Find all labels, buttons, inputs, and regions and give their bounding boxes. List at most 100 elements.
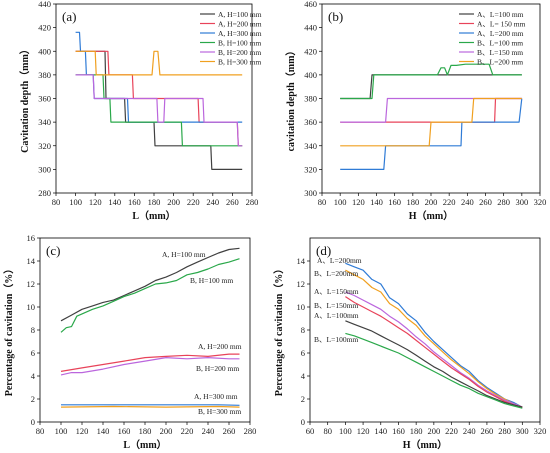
x-axis-label: H（mm）	[403, 438, 447, 451]
y-tick-label: 4	[301, 371, 306, 381]
series-line	[345, 332, 523, 409]
x-tick-label: 100	[55, 426, 68, 436]
x-tick-label: 180	[148, 197, 161, 207]
x-axis-label: H（mm）	[409, 209, 453, 222]
legend-label: A, H=100 mm	[218, 10, 262, 19]
panel-label: (a)	[62, 9, 76, 24]
y-tick-label: 400	[38, 46, 51, 56]
annotation: B, H=100 mm	[190, 276, 233, 285]
x-tick-label: 240	[202, 426, 215, 436]
y-tick-label: 16	[27, 233, 36, 243]
annotation: B, H=200 mm	[196, 364, 239, 373]
legend-label: A、L= 150 mm	[477, 20, 526, 29]
panel-a: 80 100 120 140 160 180 200 220 240 260 280 280 300 32…	[18, 0, 262, 222]
y-tick-label: 280	[38, 188, 51, 198]
x-tick-label: 120	[89, 197, 102, 207]
y-tick-label: 8	[31, 325, 35, 335]
y-axis-label: cavitation depth（mm）	[284, 46, 297, 152]
y-tick-label: 380	[304, 94, 317, 104]
x-tick-label: 200	[167, 197, 180, 207]
series-line	[60, 357, 240, 376]
panel-label: (d)	[316, 243, 331, 258]
y-tick-label: 340	[38, 117, 51, 127]
series-line	[61, 404, 240, 406]
x-tick-label: 100	[339, 426, 352, 436]
x-tick-label: 280	[498, 426, 511, 436]
x-tick-label: 80	[323, 426, 332, 436]
x-tick-label: 200	[425, 197, 438, 207]
y-tick-label: 360	[304, 117, 317, 127]
y-tick-label: 360	[38, 94, 51, 104]
annotation: A、L=150mm	[314, 287, 359, 296]
x-axis-label: L（mm）	[123, 438, 166, 451]
legend-label: A、L=200 mm	[477, 29, 524, 38]
series-line	[340, 97, 522, 123]
y-tick-label: 2	[31, 394, 35, 404]
legend-label: B, H=100 mm	[218, 39, 261, 48]
series-line	[340, 97, 522, 123]
x-tick-label: 100	[69, 197, 82, 207]
x-tick-label: 200	[160, 426, 173, 436]
y-axis-label: Percentage of cavitation（%）	[272, 264, 285, 397]
x-tick-label: 320	[534, 426, 547, 436]
x-tick-label: 160	[392, 426, 405, 436]
y-tick-label: 8	[301, 325, 305, 335]
x-tick-label: 100	[334, 197, 347, 207]
y-axis-label: Percentage of cavitation（%）	[2, 264, 15, 397]
y-tick-label: 420	[38, 23, 51, 33]
x-tick-label: 200	[427, 426, 440, 436]
x-tick-label: 280	[244, 426, 257, 436]
series-line	[340, 97, 522, 147]
series-line	[75, 50, 243, 76]
legend: A, H=100 mmA, H=200 mmA, H=300 mmB, H=10…	[200, 10, 262, 67]
y-tick-label: 300	[304, 188, 317, 198]
panel-b: 80 100 120 140 160 180 200 220 240 260 280 300 320 30…	[284, 0, 546, 222]
x-tick-label: 60	[306, 426, 315, 436]
x-tick-label: 220	[187, 197, 200, 207]
x-tick-label: 140	[97, 426, 110, 436]
x-tick-label: 280	[497, 197, 510, 207]
y-tick-label: 420	[304, 46, 317, 56]
series-line	[340, 63, 522, 100]
series-line	[345, 296, 523, 408]
series-line	[60, 353, 240, 372]
series-line	[345, 269, 523, 408]
annotation: A, H=300 mm	[194, 392, 238, 401]
x-tick-label: 220	[445, 426, 458, 436]
panel-label: (b)	[328, 9, 343, 24]
x-tick-label: 220	[181, 426, 194, 436]
x-tick-label: 160	[118, 426, 131, 436]
x-tick-label: 80	[318, 197, 327, 207]
legend-label: B、L=200 mm	[477, 58, 523, 67]
y-tick-label: 440	[304, 23, 317, 33]
x-tick-label: 120	[352, 197, 365, 207]
x-tick-label: 80	[36, 426, 45, 436]
panel-c: 80 100 120 140 160 180 200 220 240 260 280 0 2 4 6 8 10 1…	[2, 233, 256, 451]
legend-label: A, H=200 mm	[218, 20, 262, 29]
x-tick-label: 160	[388, 197, 401, 207]
y-tick-label: 380	[38, 70, 51, 80]
x-tick-label: 120	[357, 426, 370, 436]
y-tick-label: 440	[38, 0, 51, 9]
series-line	[60, 258, 240, 333]
series-line	[345, 262, 523, 408]
x-tick-label: 220	[443, 197, 456, 207]
panel-label: (c)	[46, 243, 60, 258]
annotation: A、L=100mm	[314, 311, 359, 320]
series-line	[345, 320, 523, 408]
y-tick-label: 320	[38, 141, 51, 151]
series-line	[345, 291, 523, 408]
x-tick-label: 120	[76, 426, 89, 436]
x-tick-label: 140	[108, 197, 121, 207]
x-tick-label: 140	[374, 426, 387, 436]
y-tick-label: 300	[38, 164, 51, 174]
panel-d: 60 80 100 120 140 160 180 200 220 240 260 280 300 320…	[272, 237, 547, 451]
y-tick-label: 12	[27, 279, 36, 289]
annotation: A, H=100 mm	[162, 250, 206, 259]
x-tick-label: 260	[481, 426, 494, 436]
legend: A、L=100 mmA、L= 150 mmA、L=200 mmB、L=100 m…	[459, 10, 526, 67]
series-line	[60, 405, 240, 408]
x-tick-label: 180	[410, 426, 423, 436]
annotation: B、L=200mm	[314, 269, 358, 278]
